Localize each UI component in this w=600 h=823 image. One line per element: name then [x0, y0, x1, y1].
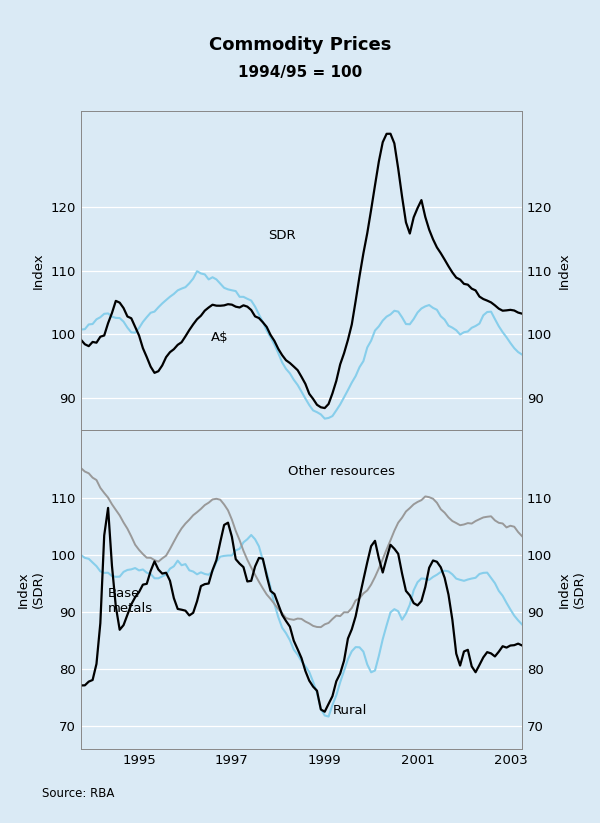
- Y-axis label: Index
(SDR): Index (SDR): [17, 570, 45, 608]
- Text: Other resources: Other resources: [288, 465, 395, 477]
- Text: SDR: SDR: [268, 229, 296, 242]
- Text: Commodity Prices: Commodity Prices: [209, 36, 391, 54]
- Text: Rural: Rural: [332, 704, 367, 717]
- Text: Source: RBA: Source: RBA: [42, 787, 115, 800]
- Y-axis label: Index
(SDR): Index (SDR): [558, 570, 586, 608]
- Text: 1994/95 = 100: 1994/95 = 100: [238, 65, 362, 80]
- Text: A$: A$: [211, 331, 229, 344]
- Y-axis label: Index: Index: [32, 252, 45, 289]
- Text: Base
metals: Base metals: [107, 587, 152, 615]
- Y-axis label: Index: Index: [558, 252, 571, 289]
